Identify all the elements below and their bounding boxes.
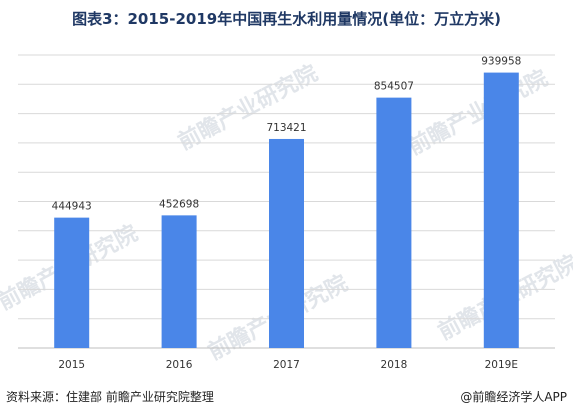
x-tick-2016: 2016 xyxy=(166,359,193,371)
x-tick-2015: 2015 xyxy=(58,359,85,371)
x-tick-labels: 2015 2016 2017 2018 2019E xyxy=(58,359,518,371)
bars xyxy=(54,72,519,348)
bar-2017 xyxy=(269,138,304,348)
data-label-2017: 713421 xyxy=(266,122,306,134)
source-note: 资料来源：住建部 前瞻产业研究院整理 xyxy=(6,390,214,404)
data-label-2015: 444943 xyxy=(52,201,92,213)
chart-title: 图表3：2015-2019年中国再生水利用量情况(单位：万立方米) xyxy=(72,10,501,28)
data-labels: 444943 452698 713421 854507 939958 xyxy=(52,56,522,213)
x-tick-2018: 2018 xyxy=(381,359,408,371)
data-label-2016: 452698 xyxy=(159,198,199,210)
data-label-2019E: 939958 xyxy=(481,56,521,68)
bar-2015 xyxy=(54,217,90,348)
bar-2019E xyxy=(483,72,519,348)
bar-2016 xyxy=(161,215,197,348)
bar-2018 xyxy=(376,97,412,348)
x-tick-2019E: 2019E xyxy=(485,359,518,371)
brand-label: @前瞻经济学人APP xyxy=(460,390,567,404)
data-label-2018: 854507 xyxy=(374,81,414,93)
x-tick-2017: 2017 xyxy=(273,359,300,371)
